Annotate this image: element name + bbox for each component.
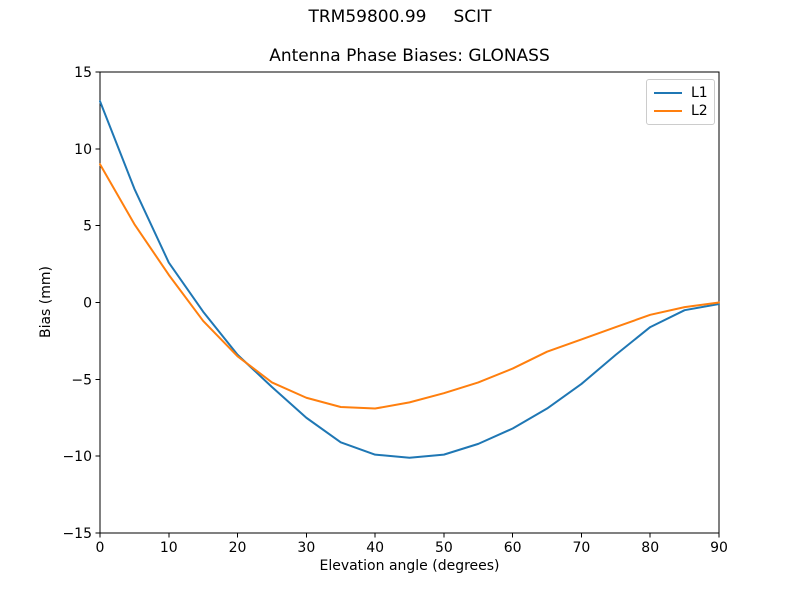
x-tick-label: 80 bbox=[641, 540, 659, 556]
x-axis-label: Elevation angle (degrees) bbox=[319, 558, 500, 574]
x-tick-label: 30 bbox=[297, 540, 315, 556]
l2-line-swatch bbox=[654, 110, 682, 112]
plot-area: 0 10 20 30 40 50 60 70 80 90 −15 −10 −5 0 5 10 15 bbox=[62, 65, 727, 556]
chart-title: Antenna Phase Biases: GLONASS bbox=[269, 46, 550, 66]
y-tick-label: −15 bbox=[62, 526, 92, 542]
l2-line bbox=[99, 163, 720, 410]
y-tick-label: 0 bbox=[83, 296, 92, 312]
l1-line-swatch bbox=[654, 92, 682, 94]
y-tick-label: 5 bbox=[83, 219, 92, 235]
figure-suptitle: TRM59800.99 SCIT bbox=[308, 7, 492, 27]
y-tick-label: 10 bbox=[74, 142, 92, 158]
x-tick-label: 40 bbox=[366, 540, 384, 556]
x-tick-label: 0 bbox=[96, 540, 105, 556]
legend-label-l2: L2 bbox=[691, 103, 708, 119]
legend: L1 L2 bbox=[646, 79, 715, 125]
x-tick-label: 60 bbox=[504, 540, 522, 556]
y-tick-label: −10 bbox=[62, 449, 92, 465]
axes-spines bbox=[99, 71, 720, 534]
x-tick-label: 20 bbox=[229, 540, 247, 556]
l1-line bbox=[99, 100, 720, 459]
y-tick-label: 15 bbox=[74, 65, 92, 81]
x-tick-label: 50 bbox=[435, 540, 453, 556]
x-tick-label: 70 bbox=[573, 540, 591, 556]
y-axis-label: Bias (mm) bbox=[38, 265, 54, 339]
legend-item-l2: L2 bbox=[654, 103, 708, 120]
legend-item-l1: L1 bbox=[654, 85, 708, 102]
x-tick-label: 90 bbox=[710, 540, 728, 556]
y-tick-label: −5 bbox=[71, 372, 92, 388]
legend-label-l1: L1 bbox=[691, 85, 708, 101]
x-tick-label: 10 bbox=[160, 540, 178, 556]
